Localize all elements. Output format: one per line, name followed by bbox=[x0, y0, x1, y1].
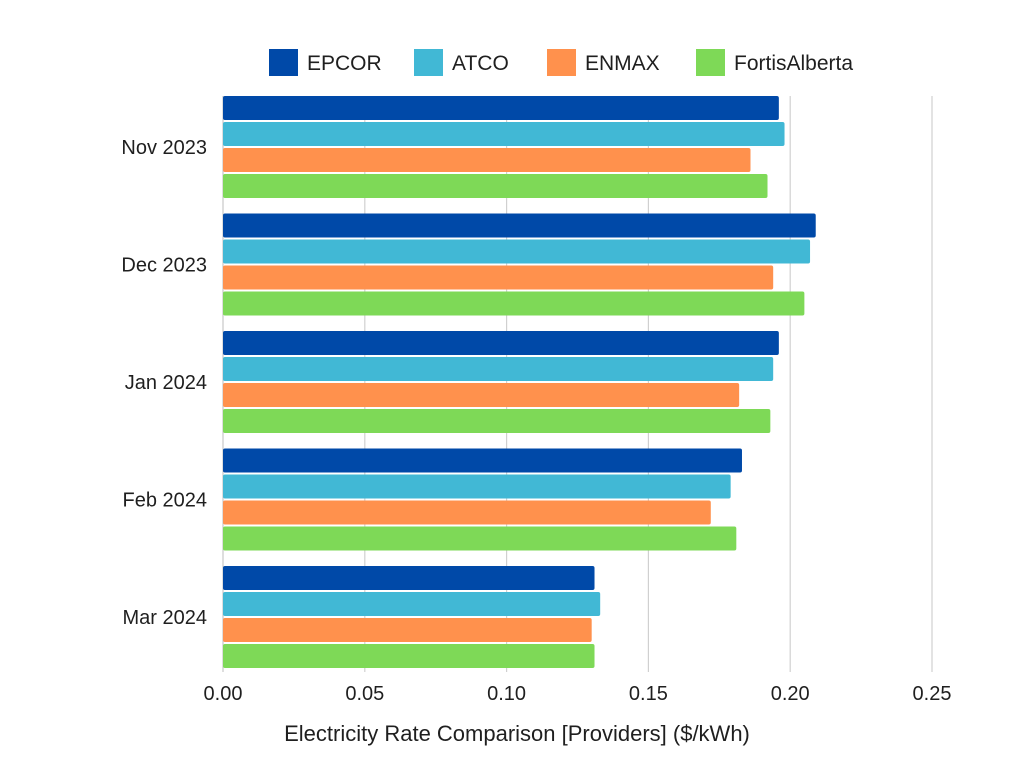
x-tick-label: 0.00 bbox=[204, 683, 243, 705]
legend-label-epcor: EPCOR bbox=[307, 52, 382, 75]
bar-fortisalberta-0 bbox=[223, 174, 768, 198]
y-tick-label: Nov 2023 bbox=[121, 137, 207, 159]
x-tick-label: 0.15 bbox=[629, 683, 668, 705]
bar-epcor-4 bbox=[223, 566, 595, 590]
x-tick-label: 0.20 bbox=[771, 683, 810, 705]
bar-epcor-2 bbox=[223, 331, 779, 355]
bar-atco-3 bbox=[223, 474, 731, 499]
legend-swatch-fortisalberta bbox=[696, 49, 725, 76]
bars bbox=[223, 96, 816, 668]
legend: EPCOR ATCO ENMAX FortisAlberta bbox=[269, 49, 853, 76]
x-tick-label: 0.25 bbox=[913, 683, 952, 705]
bar-atco-0 bbox=[223, 122, 785, 146]
x-axis-title: Electricity Rate Comparison [Providers] … bbox=[284, 721, 750, 746]
y-tick-label: Jan 2024 bbox=[125, 372, 207, 394]
bar-enmax-0 bbox=[223, 148, 751, 172]
bar-enmax-4 bbox=[223, 618, 592, 642]
y-tick-label: Feb 2024 bbox=[122, 490, 207, 512]
x-tick-label: 0.05 bbox=[345, 683, 384, 705]
x-tick-labels: 0.00 0.05 0.10 0.15 0.20 0.25 bbox=[204, 683, 952, 705]
bar-epcor-0 bbox=[223, 96, 779, 120]
legend-label-enmax: ENMAX bbox=[585, 52, 660, 75]
bar-epcor-3 bbox=[223, 448, 742, 473]
legend-label-fortisalberta: FortisAlberta bbox=[734, 52, 853, 75]
bar-atco-4 bbox=[223, 592, 601, 616]
bar-atco-1 bbox=[223, 239, 811, 264]
bar-fortisalberta-4 bbox=[223, 644, 595, 668]
legend-swatch-atco bbox=[414, 49, 443, 76]
x-tick-label: 0.10 bbox=[487, 683, 526, 705]
bar-enmax-3 bbox=[223, 500, 711, 525]
y-tick-label: Dec 2023 bbox=[121, 255, 207, 277]
legend-swatch-enmax bbox=[547, 49, 576, 76]
bar-fortisalberta-3 bbox=[223, 526, 737, 551]
bar-enmax-1 bbox=[223, 265, 774, 290]
bar-enmax-2 bbox=[223, 383, 740, 407]
legend-label-atco: ATCO bbox=[452, 52, 509, 75]
bar-atco-2 bbox=[223, 357, 774, 381]
y-tick-label: Mar 2024 bbox=[123, 607, 208, 629]
bar-epcor-1 bbox=[223, 213, 816, 238]
legend-swatch-epcor bbox=[269, 49, 298, 76]
bar-fortisalberta-2 bbox=[223, 409, 771, 433]
bar-fortisalberta-1 bbox=[223, 291, 805, 316]
y-tick-labels: Nov 2023 Dec 2023 Jan 2024 Feb 2024 Mar 2024 bbox=[121, 137, 207, 629]
